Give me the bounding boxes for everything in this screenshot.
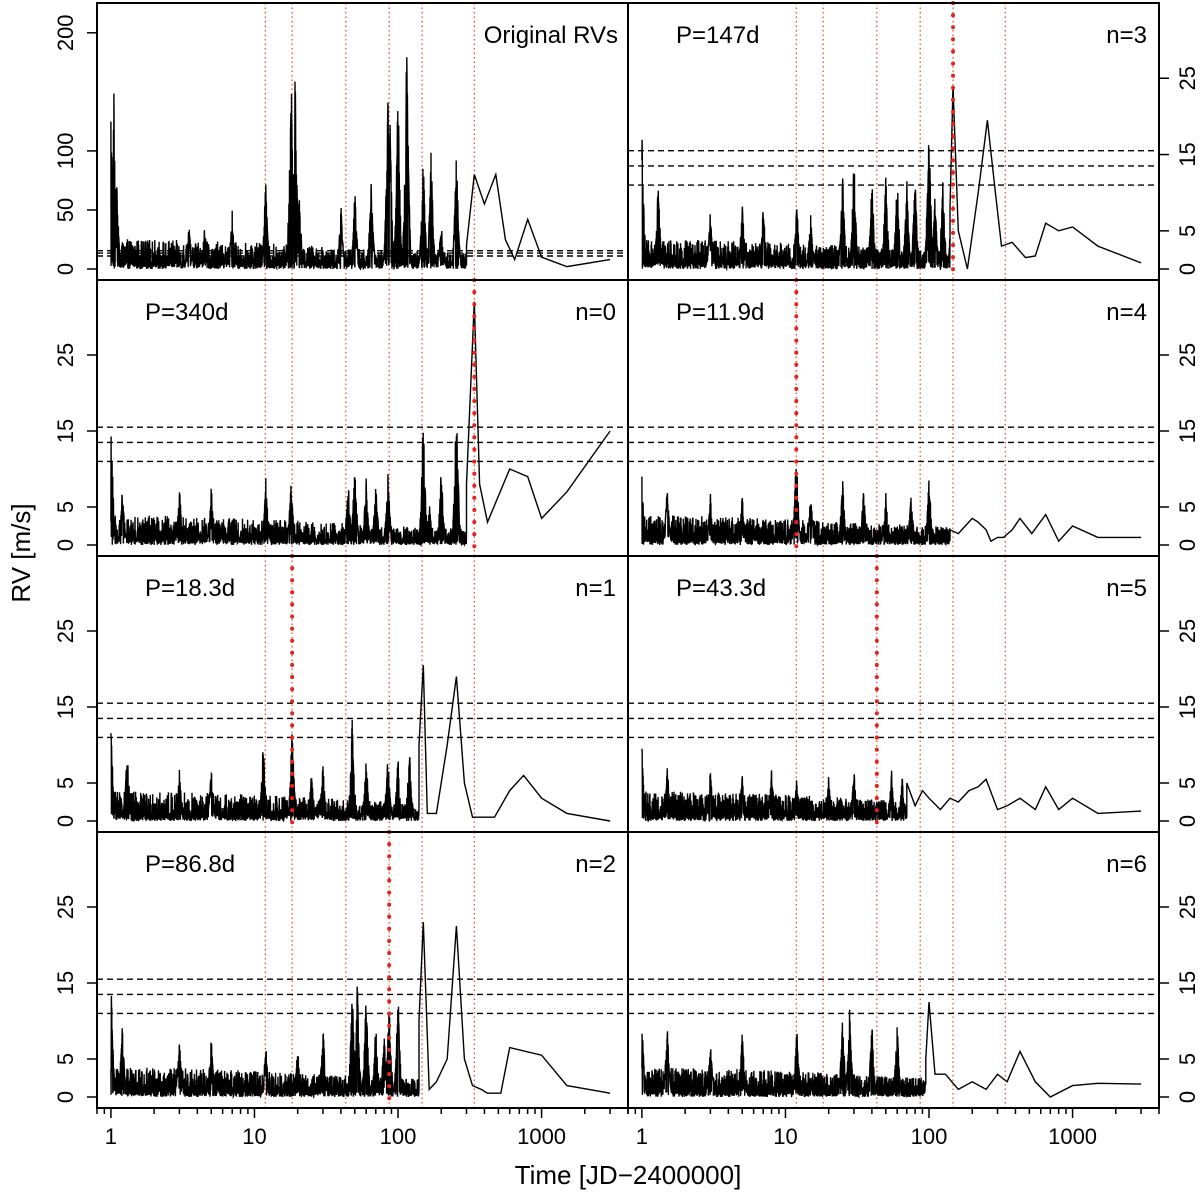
y-tick-label: 15: [53, 971, 78, 995]
x-tick-label: 100: [380, 1124, 417, 1149]
panel-iteration-label: n=6: [1106, 851, 1147, 878]
periodogram-series: [641, 1001, 1142, 1099]
y-tick-label: 15: [1175, 419, 1200, 443]
x-axis-title: Time [JD−2400000]: [515, 1160, 742, 1190]
y-tick-label: 5: [53, 777, 78, 789]
y-tick-label: 25: [53, 343, 78, 367]
x-tick-label: 1: [105, 1124, 117, 1149]
y-tick-label: 5: [1175, 501, 1200, 513]
periodogram-series: [641, 469, 1142, 547]
panel-p11.9: 0 5 15 25 P=11.9d n=4: [627, 278, 1200, 558]
panel-final: 0 5 15 25 n=6: [627, 831, 1200, 1109]
panel-original: 0 50 100 200 Original RVs: [53, 2, 629, 281]
y-axis-title: RV [m/s]: [6, 503, 36, 602]
panel-frame: [627, 831, 1160, 1109]
y-tick-label: 15: [1175, 971, 1200, 995]
y-tick-label: 15: [53, 695, 78, 719]
panel-iteration-label: n=2: [575, 851, 616, 878]
y-tick-label: 25: [1175, 66, 1200, 90]
panel-period-label: P=11.9d: [676, 299, 764, 326]
x-tick-label: 1000: [1048, 1124, 1097, 1149]
panel-iteration-label: n=0: [575, 299, 616, 326]
y-tick-label: 0: [1175, 539, 1200, 551]
periodogram-series: [641, 85, 1142, 272]
periodogram-series: [110, 57, 611, 271]
y-tick-label: 25: [53, 619, 78, 643]
y-tick-label: 15: [1175, 142, 1200, 166]
panel-period-label: P=147d: [676, 22, 759, 49]
y-tick-label: 5: [53, 501, 78, 513]
y-tick-label: 0: [1175, 815, 1200, 827]
periodogram-series: [110, 922, 611, 1100]
periodogram-series: [110, 665, 611, 823]
x-tick-label: 1: [636, 1124, 648, 1149]
x-tick-label: 10: [773, 1124, 797, 1149]
y-tick-label: 200: [53, 14, 78, 51]
y-tick-label: 0: [53, 815, 78, 827]
y-tick-label: 0: [53, 539, 78, 551]
panel-iteration-label: n=3: [1106, 22, 1147, 49]
periodogram-series: [641, 748, 1142, 823]
x-tick-label: 10: [242, 1124, 266, 1149]
y-tick-label: 5: [1175, 225, 1200, 237]
panel-p86.8: 0 5 15 25 P=86.8d n=2: [53, 830, 629, 1110]
panel-period-label: P=340d: [145, 299, 228, 326]
y-tick-label: 0: [53, 263, 78, 275]
x-tick-label: 100: [911, 1124, 948, 1149]
y-tick-label: 0: [1175, 1091, 1200, 1103]
panel-period-label: P=43.3d: [676, 575, 766, 602]
y-tick-label: 0: [1175, 263, 1200, 275]
y-tick-label: 15: [1175, 695, 1200, 719]
y-tick-label: 25: [1175, 895, 1200, 919]
y-tick-label: 25: [1175, 343, 1200, 367]
panel-p18.3: 0 5 15 25 P=18.3d n=1: [53, 554, 629, 834]
panel-iteration-label: n=5: [1106, 575, 1147, 602]
y-tick-label: 5: [1175, 777, 1200, 789]
y-tick-label: 25: [1175, 619, 1200, 643]
y-tick-label: 0: [53, 1091, 78, 1103]
y-tick-label: 15: [53, 419, 78, 443]
x-tick-label: 1000: [517, 1124, 566, 1149]
x-axis: 1 10 100 1000 1 10 100 1000: [96, 1108, 1160, 1149]
y-tick-label: 100: [53, 133, 78, 170]
panel-p147: 0 5 15 25 P=147d n=3: [627, 1, 1200, 282]
y-tick-label: 50: [53, 198, 78, 222]
y-tick-label: 25: [53, 895, 78, 919]
panel-iteration-label: n=4: [1106, 299, 1147, 326]
panel-period-label: P=86.8d: [145, 851, 235, 878]
panel-iteration-label: n=1: [575, 575, 616, 602]
panel-period-label: Original RVs: [484, 22, 618, 49]
panel-p340: 0 5 15 25 P=340d n=0: [53, 278, 629, 558]
panel-p43.3: 0 5 15 25 P=43.3d n=5: [627, 554, 1200, 834]
y-tick-label: 5: [1175, 1053, 1200, 1065]
y-tick-label: 5: [53, 1053, 78, 1065]
periodogram-series: [110, 301, 611, 548]
panel-period-label: P=18.3d: [145, 575, 235, 602]
